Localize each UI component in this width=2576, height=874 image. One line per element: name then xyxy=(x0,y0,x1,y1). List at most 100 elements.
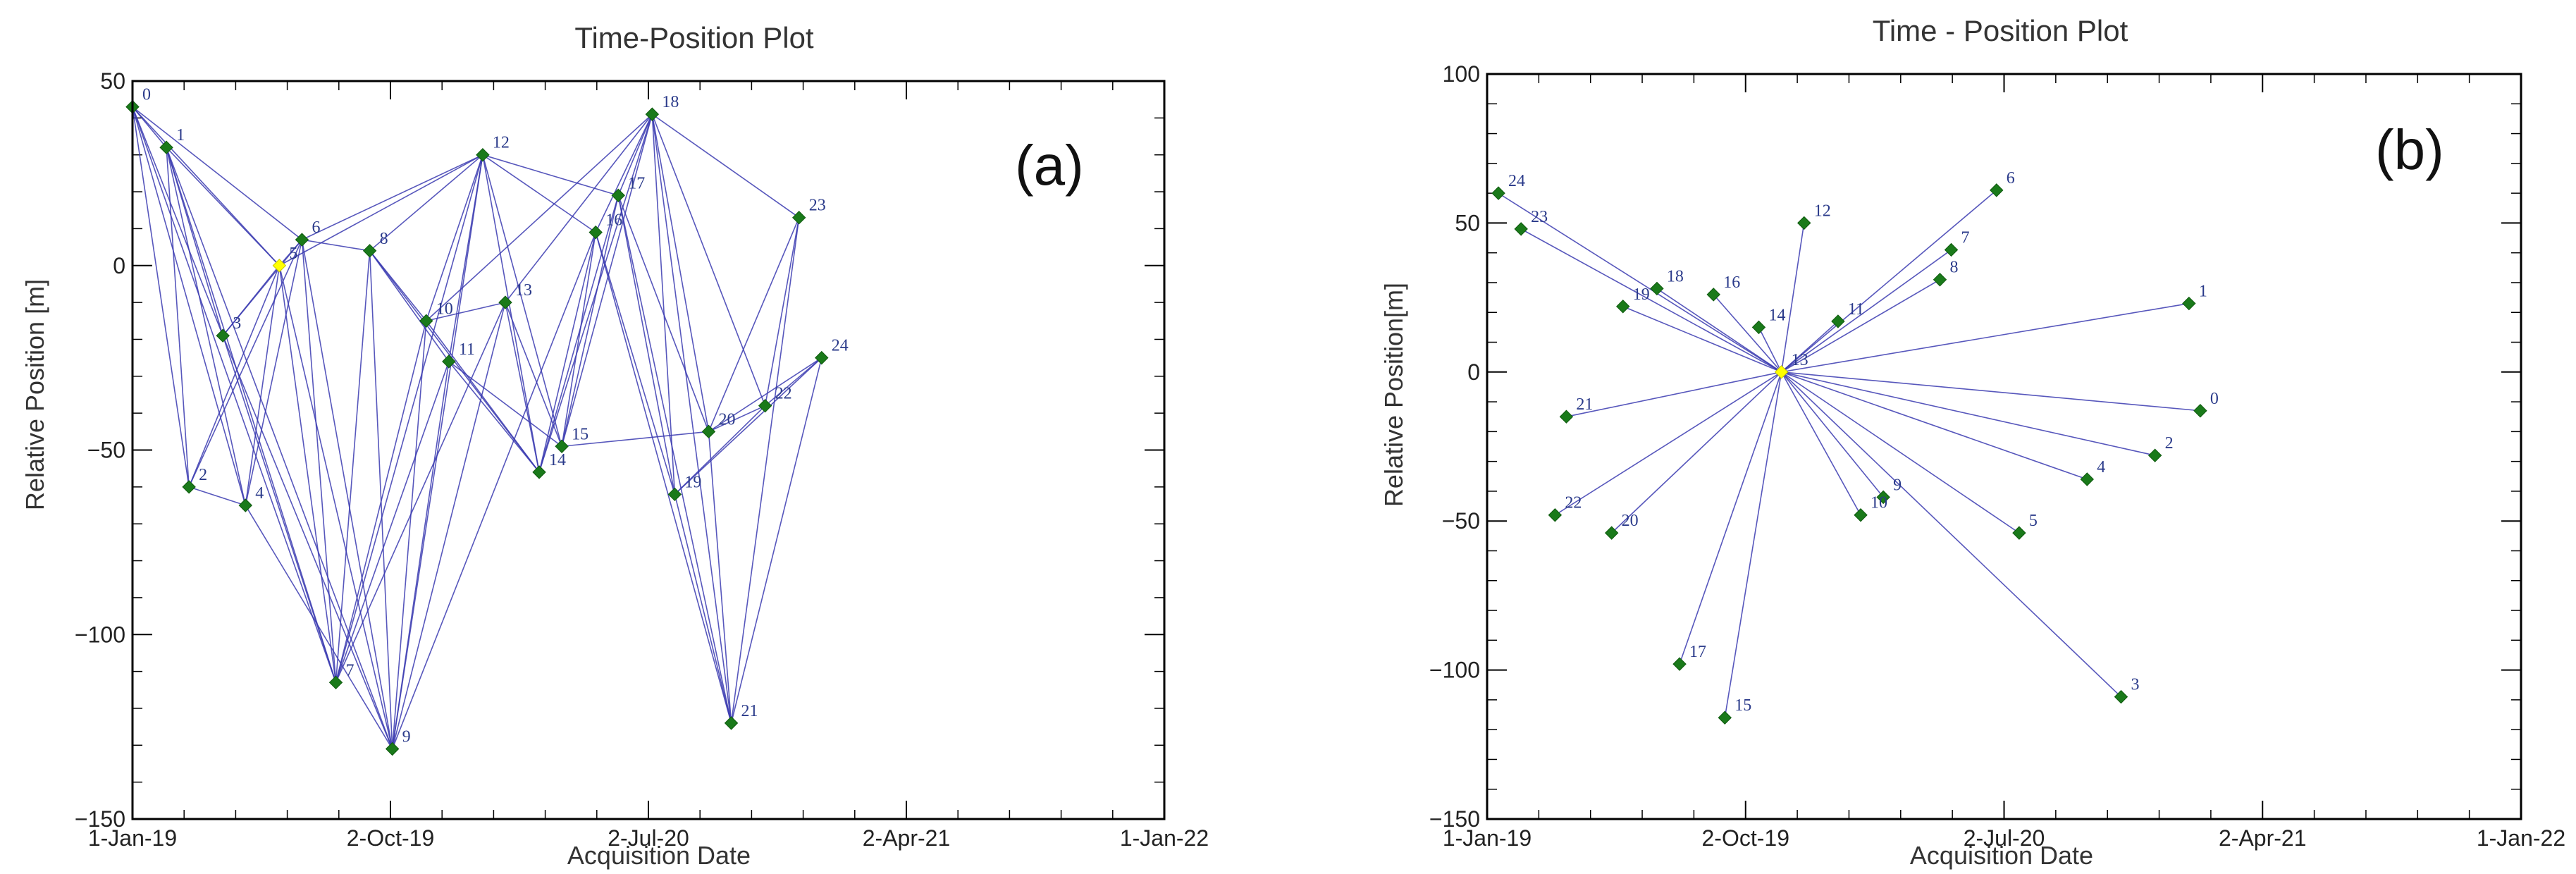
baseline-edge-13-11 xyxy=(1781,321,1839,373)
data-point-1 xyxy=(2182,296,2196,311)
y-tick-label: 50 xyxy=(100,68,125,94)
chart-a-panel-label: (a) xyxy=(1015,134,1084,197)
point-label-5: 5 xyxy=(2029,512,2038,530)
point-label-10: 10 xyxy=(1871,494,1887,512)
baseline-edge-2-5 xyxy=(188,265,281,488)
point-label-1: 1 xyxy=(176,126,185,144)
baseline-edge-13-15 xyxy=(1724,371,1782,718)
point-label-4: 4 xyxy=(2097,458,2105,476)
data-point-12 xyxy=(476,147,490,162)
data-point-21 xyxy=(1559,410,1574,424)
baseline-edge-13-6 xyxy=(1781,190,1997,373)
point-label-19: 19 xyxy=(684,473,701,491)
data-point-22 xyxy=(1548,508,1563,522)
baseline-edge-13-18 xyxy=(505,113,653,303)
baseline-edge-21-24 xyxy=(730,357,822,724)
point-label-12: 12 xyxy=(493,134,510,152)
baseline-edge-13-8 xyxy=(1781,279,1940,373)
baseline-edge-13-19 xyxy=(1622,306,1782,373)
baseline-edge-12-16 xyxy=(482,154,596,233)
baseline-edge-4-9 xyxy=(245,505,393,749)
point-label-2: 2 xyxy=(199,466,207,484)
baseline-edge-13-14 xyxy=(1758,327,1782,373)
point-label-19: 19 xyxy=(1633,285,1650,304)
data-point-24 xyxy=(815,350,829,365)
x-tick-label: 1-Jan-19 xyxy=(88,825,177,851)
baseline-edge-13-2 xyxy=(1781,371,2155,456)
chart-panel-a: Time-Position Plot Acquisition Date Rela… xyxy=(20,21,1209,870)
baseline-edge-21-23 xyxy=(730,217,800,723)
baseline-edge-13-1 xyxy=(1781,302,2189,373)
baseline-edge-3-6 xyxy=(222,239,303,336)
baseline-edge-14-16 xyxy=(538,232,596,473)
data-point-20 xyxy=(701,424,716,439)
point-label-15: 15 xyxy=(1734,696,1751,715)
data-point-6 xyxy=(1990,183,2004,197)
baseline-edge-5-7 xyxy=(278,265,337,683)
point-label-11: 11 xyxy=(1848,300,1864,319)
baseline-edge-12-14 xyxy=(482,154,540,473)
chart-b-ylabel: Relative Position[m] xyxy=(1379,283,1408,507)
data-point-10 xyxy=(1854,508,1868,522)
baseline-edge-7-8 xyxy=(335,250,371,683)
baseline-edge-13-20 xyxy=(1611,371,1782,534)
baseline-edge-7-13 xyxy=(335,302,506,683)
point-label-7: 7 xyxy=(1961,228,1970,247)
baseline-edge-0-2 xyxy=(132,106,190,487)
point-label-16: 16 xyxy=(605,211,622,230)
baseline-edge-10-12 xyxy=(426,154,483,321)
data-point-20 xyxy=(1604,526,1619,540)
y-tick-label: 0 xyxy=(1467,359,1480,385)
point-label-18: 18 xyxy=(1667,267,1684,285)
point-label-5: 5 xyxy=(289,245,297,263)
baseline-edge-6-9 xyxy=(301,239,393,749)
baseline-edge-17-21 xyxy=(617,195,732,724)
point-label-14: 14 xyxy=(1768,306,1785,324)
chart-panel-b: Time - Position Plot Acquisition Date Re… xyxy=(1379,14,2565,870)
point-label-0: 0 xyxy=(142,86,151,104)
y-tick-label: 0 xyxy=(113,253,125,278)
data-point-10 xyxy=(419,314,433,328)
x-tick-label: 1-Jan-22 xyxy=(1120,825,1209,851)
point-label-7: 7 xyxy=(346,661,355,679)
point-label-6: 6 xyxy=(2007,169,2015,187)
point-label-8: 8 xyxy=(380,230,388,248)
chart-b-points xyxy=(1491,183,2207,725)
data-point-12 xyxy=(1797,216,1811,230)
baseline-edge-1-9 xyxy=(166,147,393,749)
point-label-20: 20 xyxy=(718,410,735,429)
baseline-edge-14-17 xyxy=(538,195,620,473)
baseline-edge-16-21 xyxy=(595,232,732,724)
baseline-edge-1-2 xyxy=(166,147,190,487)
y-tick-label: −150 xyxy=(1429,806,1480,832)
data-point-16 xyxy=(1706,288,1720,302)
point-label-14: 14 xyxy=(549,451,566,469)
point-label-24: 24 xyxy=(832,337,849,355)
baseline-edge-15-16 xyxy=(561,232,596,447)
baseline-edge-13-15 xyxy=(505,302,562,447)
data-point-1 xyxy=(159,140,173,154)
y-tick-label: −50 xyxy=(1442,508,1480,534)
data-point-0 xyxy=(2193,404,2207,418)
baseline-edge-19-21 xyxy=(674,494,732,724)
baseline-edge-13-4 xyxy=(1781,371,2088,480)
x-tick-label: 2-Oct-19 xyxy=(1702,825,1789,851)
baseline-edge-13-5 xyxy=(1781,371,2020,534)
chart-b-frame xyxy=(1486,73,2522,820)
baseline-edge-8-11 xyxy=(369,250,450,362)
point-label-20: 20 xyxy=(1622,512,1639,530)
point-label-21: 21 xyxy=(741,702,758,720)
point-label-3: 3 xyxy=(2131,676,2139,694)
data-point-16 xyxy=(588,225,603,240)
baseline-edge-16-19 xyxy=(595,232,676,495)
chart-a-ticks: 1-Jan-19 2-Oct-19 2-Jul-20 2-Apr-21 1-Jan-22… xyxy=(75,68,1209,851)
point-label-3: 3 xyxy=(233,314,241,333)
data-point-6 xyxy=(295,233,309,247)
baseline-edge-11-14 xyxy=(448,361,540,473)
data-point-24 xyxy=(1491,186,1505,200)
chart-b-xlabel: Acquisition Date xyxy=(1910,841,2093,870)
baseline-edge-20-21 xyxy=(708,431,732,723)
baseline-edge-4-5 xyxy=(245,265,281,506)
baseline-edge-0-3 xyxy=(132,106,223,336)
